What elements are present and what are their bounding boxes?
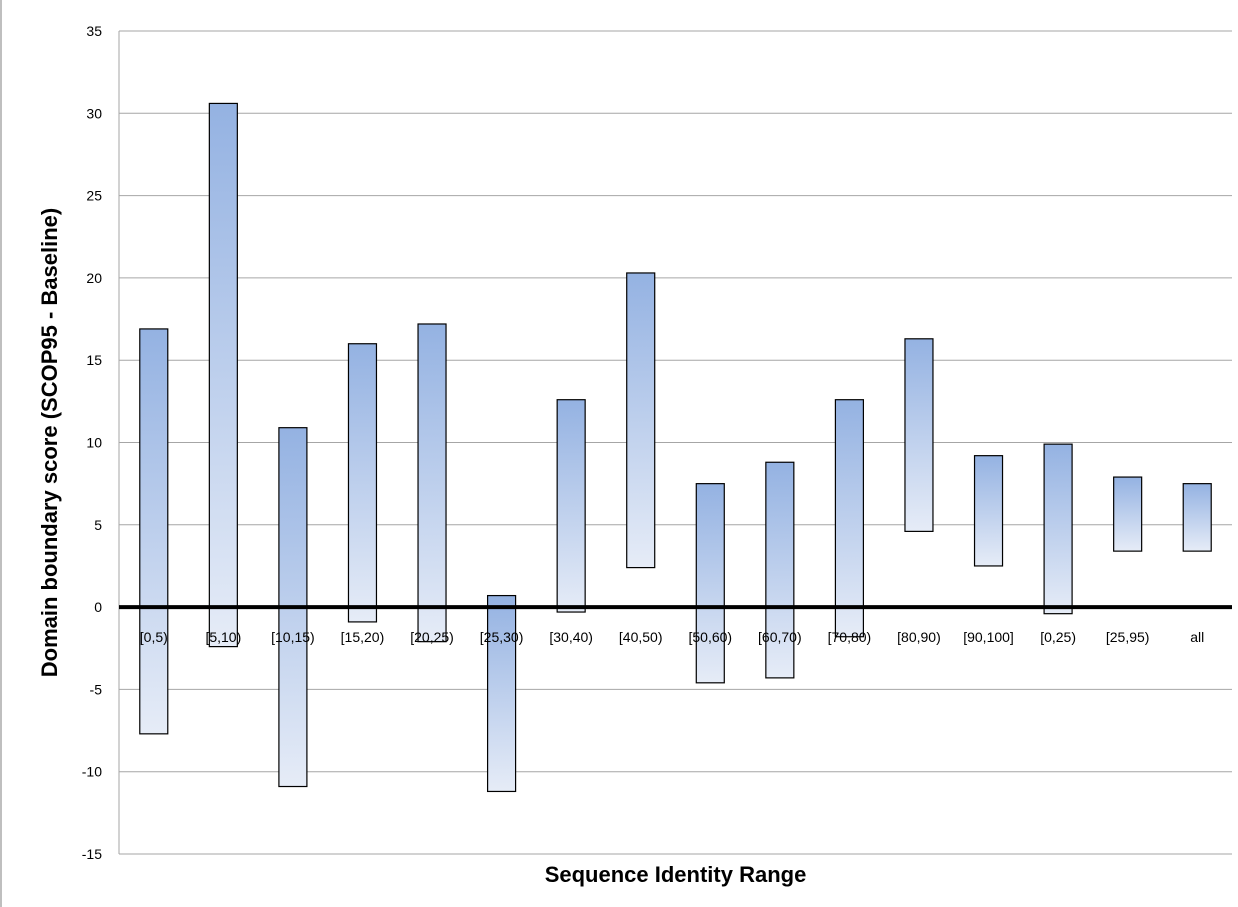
x-tick-label: [25,95) (1106, 629, 1150, 645)
range-bar (695, 483, 725, 684)
x-axis-title: Sequence Identity Range (545, 862, 807, 887)
x-tick-label: [5,10) (205, 629, 241, 645)
x-tick-label: [40,50) (619, 629, 663, 645)
x-tick-label: [50,60) (688, 629, 732, 645)
x-tick-label: [60,70) (758, 629, 802, 645)
x-tick-label: [80,90) (897, 629, 941, 645)
y-tick-label: 5 (94, 517, 102, 533)
x-tick-label: [30,40) (549, 629, 593, 645)
range-bar (1113, 476, 1143, 552)
range-bar (556, 399, 586, 613)
range-bar (417, 323, 447, 643)
range-bars (139, 102, 1212, 793)
y-tick-label: 20 (86, 270, 102, 286)
range-bar (904, 338, 934, 532)
range-bar (208, 102, 238, 648)
y-tick-label: 15 (86, 352, 102, 368)
x-tick-label: [0,5) (140, 629, 168, 645)
y-tick-label: 10 (86, 435, 102, 451)
x-tick-label: [0,25) (1040, 629, 1076, 645)
x-tick-label: [70,80) (828, 629, 872, 645)
range-bar (486, 594, 517, 793)
range-bar (1182, 483, 1212, 552)
range-bar (834, 399, 865, 638)
y-tick-label: -5 (90, 681, 103, 697)
range-bar (139, 328, 169, 735)
range-bar (1043, 443, 1073, 615)
y-tick-label: 30 (86, 105, 102, 121)
y-tick-label: 0 (94, 599, 102, 615)
range-bar (347, 343, 378, 623)
x-tick-labels: [0,5) [5,10) [10,15) [15,20) [20,25) [25,30) [… (140, 629, 1204, 645)
x-tick-label: [10,15) (271, 629, 315, 645)
y-tick-label: -10 (82, 764, 102, 780)
x-tick-label: [20,25) (410, 629, 454, 645)
y-axis-title: Domain boundary score (SCOP95 - Baseline… (37, 208, 62, 677)
range-bar (765, 461, 795, 679)
x-tick-label: [90,100] (963, 629, 1014, 645)
x-tick-label: [25,30) (480, 629, 524, 645)
x-tick-label: all (1190, 629, 1204, 645)
range-bar (626, 272, 656, 569)
y-tick-label: -15 (82, 846, 102, 862)
y-tick-label: 35 (86, 23, 102, 39)
x-tick-label: [15,20) (341, 629, 385, 645)
range-bar (973, 455, 1004, 567)
y-tick-labels: 35 30 25 20 15 10 5 0 -5 -10 -15 (82, 23, 102, 862)
y-tick-label: 25 (86, 188, 102, 204)
